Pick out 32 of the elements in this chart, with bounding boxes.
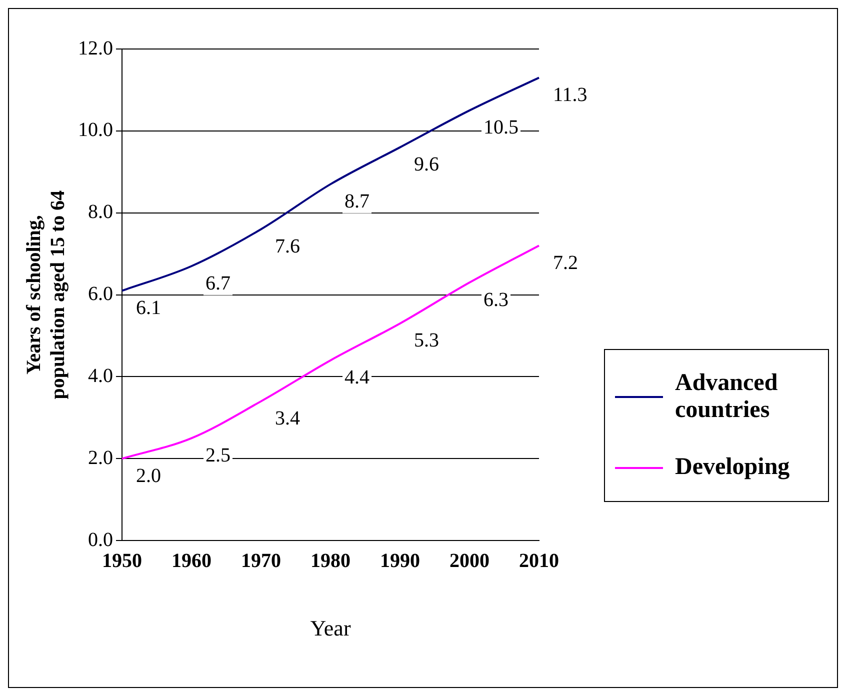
legend-label: Advanced countries <box>675 370 779 424</box>
y-tick-label: 4.0 <box>88 364 113 387</box>
data-label: 7.2 <box>553 252 578 274</box>
y-tick-label: 10.0 <box>78 119 113 142</box>
data-label: 2.0 <box>136 464 161 487</box>
x-tick-label: 1970 <box>241 550 281 572</box>
x-tick-label: 1980 <box>310 550 350 572</box>
data-label: 4.4 <box>344 366 370 389</box>
data-label: 10.5 <box>484 116 518 139</box>
data-label: 3.4 <box>275 408 300 430</box>
x-tick-label: 2010 <box>519 550 559 572</box>
data-label: 2.5 <box>206 444 230 466</box>
x-tick-label: 1950 <box>102 550 142 572</box>
data-label: 6.1 <box>136 296 161 319</box>
data-label: 11.3 <box>553 84 588 106</box>
data-label: 8.7 <box>344 190 370 212</box>
x-axis-title: Year <box>310 616 352 641</box>
x-tick-label: 1990 <box>380 550 420 572</box>
y-tick-label: 12.0 <box>78 37 113 60</box>
y-tick-label: 6.0 <box>88 283 113 306</box>
y-tick-label: 2.0 <box>88 446 113 469</box>
legend-label: Developing <box>675 454 790 481</box>
data-label: 9.6 <box>414 154 439 176</box>
y-tick-label: 8.0 <box>88 201 113 224</box>
y-axis-title: Years of schooling, population aged 15 to 64 <box>23 190 70 400</box>
x-tick-label: 1960 <box>172 550 212 572</box>
data-label: 7.6 <box>275 236 300 258</box>
y-tick-label: 0.0 <box>88 528 113 551</box>
data-label: 6.3 <box>484 288 508 311</box>
x-tick-label: 2000 <box>450 550 490 572</box>
data-label: 6.7 <box>206 272 230 294</box>
data-label: 5.3 <box>414 330 439 352</box>
